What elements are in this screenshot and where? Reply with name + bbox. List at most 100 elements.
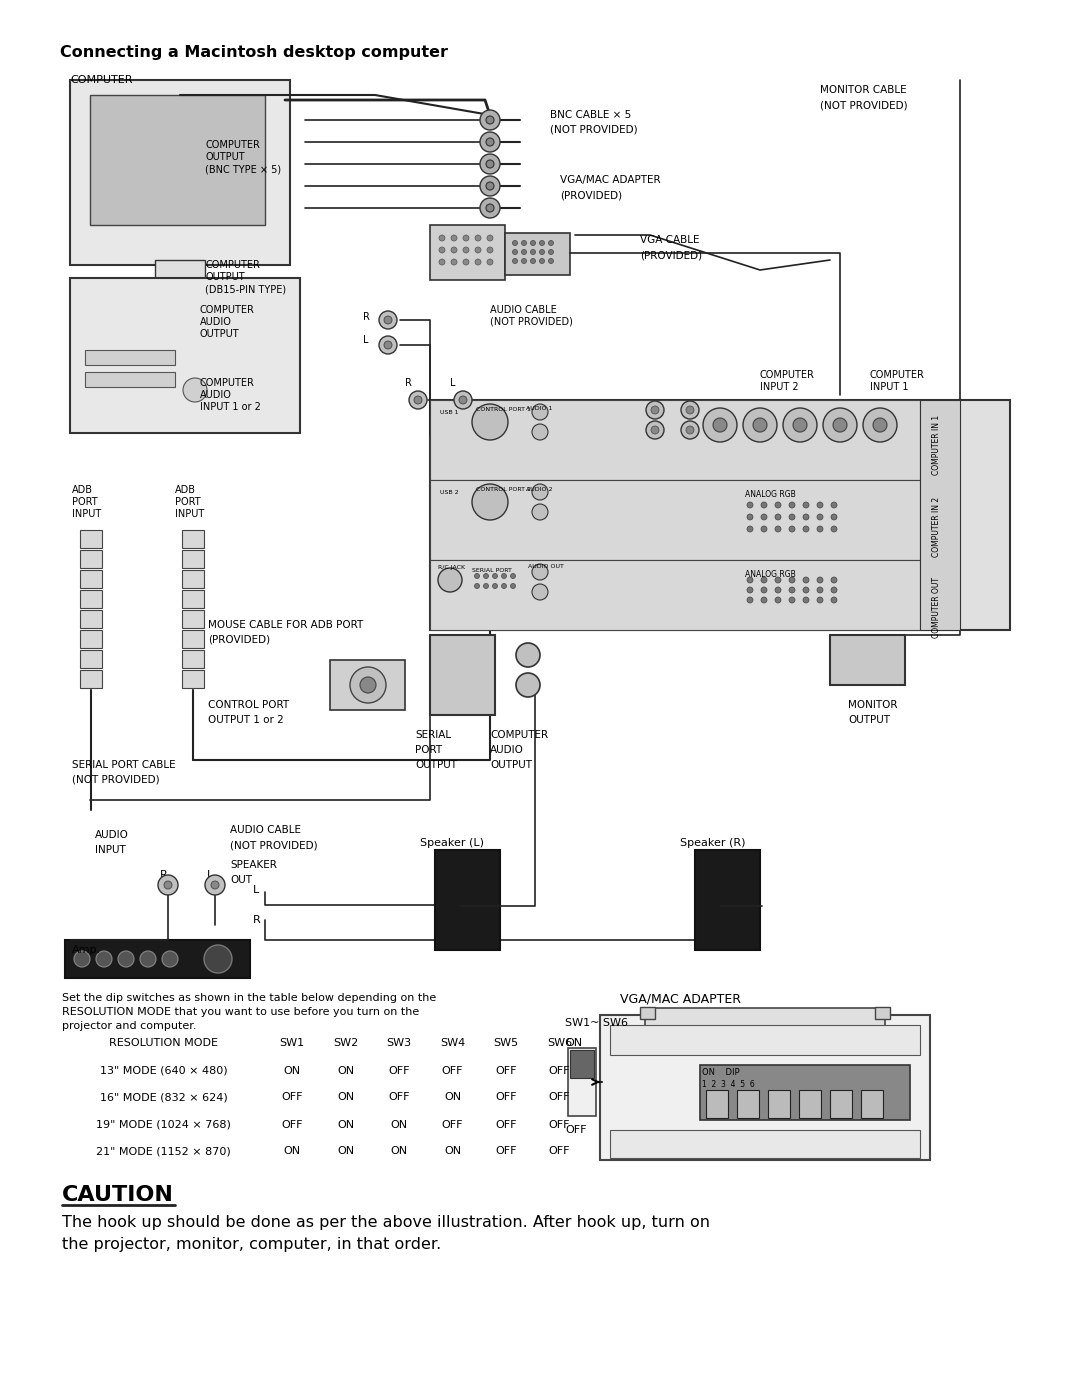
Text: 13" MODE (640 × 480): 13" MODE (640 × 480) [99, 1066, 228, 1076]
Circle shape [486, 182, 494, 190]
Circle shape [775, 527, 781, 532]
Text: VGA/MAC ADAPTER: VGA/MAC ADAPTER [561, 175, 661, 184]
Circle shape [379, 312, 397, 330]
Circle shape [522, 250, 527, 254]
Bar [183, 529, 204, 548]
Bar [80, 550, 102, 569]
Circle shape [831, 502, 837, 509]
Bar [80, 650, 102, 668]
Text: OUTPUT: OUTPUT [205, 272, 245, 282]
Text: (NOT PROVIDED): (NOT PROVIDED) [230, 840, 318, 849]
Text: 19" MODE (1024 × 768): 19" MODE (1024 × 768) [96, 1119, 231, 1130]
Text: ANALOG RGB: ANALOG RGB [745, 570, 796, 578]
Bar [319, 1139, 373, 1165]
Circle shape [481, 658, 486, 662]
Circle shape [761, 597, 767, 604]
Text: ANALOG RGB: ANALOG RGB [745, 490, 796, 499]
Circle shape [384, 341, 392, 349]
Text: ADB: ADB [72, 485, 93, 495]
Circle shape [474, 574, 480, 578]
Circle shape [646, 420, 664, 439]
Circle shape [747, 514, 753, 520]
Text: ON: ON [565, 1038, 582, 1048]
Circle shape [523, 680, 534, 690]
Circle shape [522, 258, 527, 264]
Circle shape [486, 161, 494, 168]
Circle shape [816, 527, 823, 532]
Bar [156, 260, 205, 279]
Circle shape [511, 574, 515, 578]
Circle shape [162, 951, 178, 967]
Circle shape [651, 426, 659, 434]
Circle shape [831, 597, 837, 604]
Circle shape [681, 401, 699, 419]
Text: OFF: OFF [549, 1092, 570, 1102]
Text: (PROVIDED): (PROVIDED) [640, 250, 702, 260]
Circle shape [532, 425, 548, 440]
Text: ON: ON [444, 1147, 461, 1157]
Circle shape [409, 391, 427, 409]
Circle shape [516, 673, 540, 697]
Text: 1  2  3  4  5  6: 1 2 3 4 5 6 [702, 1080, 755, 1090]
Bar [80, 610, 102, 629]
Bar [266, 1058, 319, 1084]
Circle shape [833, 418, 847, 432]
Bar [70, 278, 300, 433]
Circle shape [516, 643, 540, 666]
Text: COMPUTER OUT: COMPUTER OUT [932, 577, 941, 638]
Circle shape [793, 418, 807, 432]
Circle shape [532, 584, 548, 599]
Bar [70, 80, 291, 265]
Text: (NOT PROVIDED): (NOT PROVIDED) [72, 775, 160, 785]
Text: MONITOR CABLE: MONITOR CABLE [820, 85, 906, 95]
Circle shape [360, 678, 376, 693]
Text: ON: ON [391, 1147, 407, 1157]
Bar [430, 400, 920, 481]
Circle shape [118, 951, 134, 967]
Bar [426, 1139, 480, 1165]
Text: INPUT: INPUT [175, 509, 204, 520]
Text: OUTPUT: OUTPUT [490, 760, 532, 770]
Text: Connecting a Macintosh desktop computer: Connecting a Macintosh desktop computer [60, 45, 448, 60]
Circle shape [475, 235, 481, 242]
Text: OUTPUT: OUTPUT [848, 715, 890, 725]
Circle shape [481, 669, 486, 675]
Circle shape [487, 247, 492, 253]
Text: PORT: PORT [415, 745, 442, 754]
Circle shape [164, 882, 172, 888]
Bar [80, 529, 102, 548]
Circle shape [211, 882, 219, 888]
Text: USB 1: USB 1 [440, 409, 459, 415]
Circle shape [501, 584, 507, 588]
Text: (NOT PROVIDED): (NOT PROVIDED) [820, 101, 907, 110]
Circle shape [472, 483, 508, 520]
Bar [373, 1030, 426, 1058]
Circle shape [804, 587, 809, 592]
Circle shape [451, 258, 457, 265]
Bar [85, 372, 175, 387]
Circle shape [703, 408, 737, 441]
Circle shape [513, 258, 517, 264]
Bar [480, 1139, 532, 1165]
Circle shape [384, 316, 392, 324]
Text: SW2: SW2 [333, 1038, 359, 1049]
Circle shape [450, 658, 456, 662]
Bar [435, 849, 500, 950]
Bar [266, 1111, 319, 1139]
Bar [319, 1030, 373, 1058]
Circle shape [789, 587, 795, 592]
Bar [373, 1084, 426, 1111]
Bar [183, 550, 204, 569]
Text: CONTROL PORT 1: CONTROL PORT 1 [476, 407, 531, 412]
Bar [62, 1111, 266, 1139]
Text: SERIAL PORT CABLE: SERIAL PORT CABLE [72, 760, 176, 770]
Bar [80, 570, 102, 588]
Circle shape [530, 250, 536, 254]
Text: SPEAKER: SPEAKER [230, 861, 276, 870]
Text: ON: ON [337, 1119, 354, 1130]
Text: 16" MODE (832 × 624): 16" MODE (832 × 624) [99, 1092, 228, 1102]
Circle shape [532, 564, 548, 580]
Circle shape [713, 418, 727, 432]
Circle shape [789, 527, 795, 532]
Text: (PROVIDED): (PROVIDED) [561, 190, 622, 200]
